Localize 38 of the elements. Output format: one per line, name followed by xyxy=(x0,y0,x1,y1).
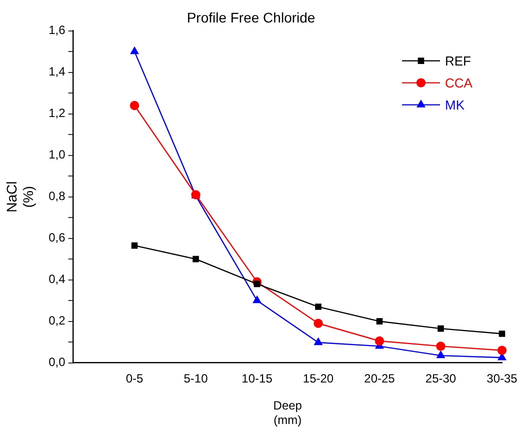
point xyxy=(252,296,262,304)
legend-label: MK xyxy=(445,97,465,112)
point xyxy=(254,280,260,288)
point xyxy=(314,318,323,328)
x-tick-label: 10-15 xyxy=(242,371,273,386)
y-tick-label: 1,2 xyxy=(48,106,66,120)
y-tick-label: 0,6 xyxy=(48,230,66,245)
y-tick-label: 1,0 xyxy=(48,148,66,162)
y-tick-label: 0,2 xyxy=(48,314,66,328)
point xyxy=(130,46,139,54)
point xyxy=(130,100,140,110)
y-tick-label: 0,8 xyxy=(48,189,66,204)
x-tick-label: 0-5 xyxy=(126,371,144,386)
point xyxy=(374,336,384,346)
x-tick-label: 15-20 xyxy=(302,371,334,386)
y-tick-label: 1,4 xyxy=(48,64,66,79)
point xyxy=(497,346,507,355)
point xyxy=(315,304,322,310)
x-axis-title: Deep (mm) xyxy=(273,398,302,428)
point xyxy=(436,350,445,358)
x-tick-label: 25-30 xyxy=(425,371,456,386)
y-tick-label: 0,4 xyxy=(48,272,66,286)
x-tick-label: 20-25 xyxy=(364,371,396,386)
legend-label: CCA xyxy=(445,75,473,90)
chart-title: Profile Free Chloride xyxy=(186,9,316,26)
legend-label: REF xyxy=(445,53,472,68)
y-axis-title: NaCl (%) xyxy=(3,181,36,212)
point xyxy=(436,342,446,351)
x-tick-label: 30-35 xyxy=(486,371,518,386)
point xyxy=(131,242,138,249)
point xyxy=(314,338,322,346)
point xyxy=(438,325,444,332)
y-tick-label: 1,6 xyxy=(48,23,66,38)
x-tick-label: 5-10 xyxy=(184,371,208,386)
point xyxy=(498,330,506,337)
y-tick-label: 0,0 xyxy=(48,355,66,370)
point xyxy=(376,318,383,324)
point xyxy=(192,256,199,262)
